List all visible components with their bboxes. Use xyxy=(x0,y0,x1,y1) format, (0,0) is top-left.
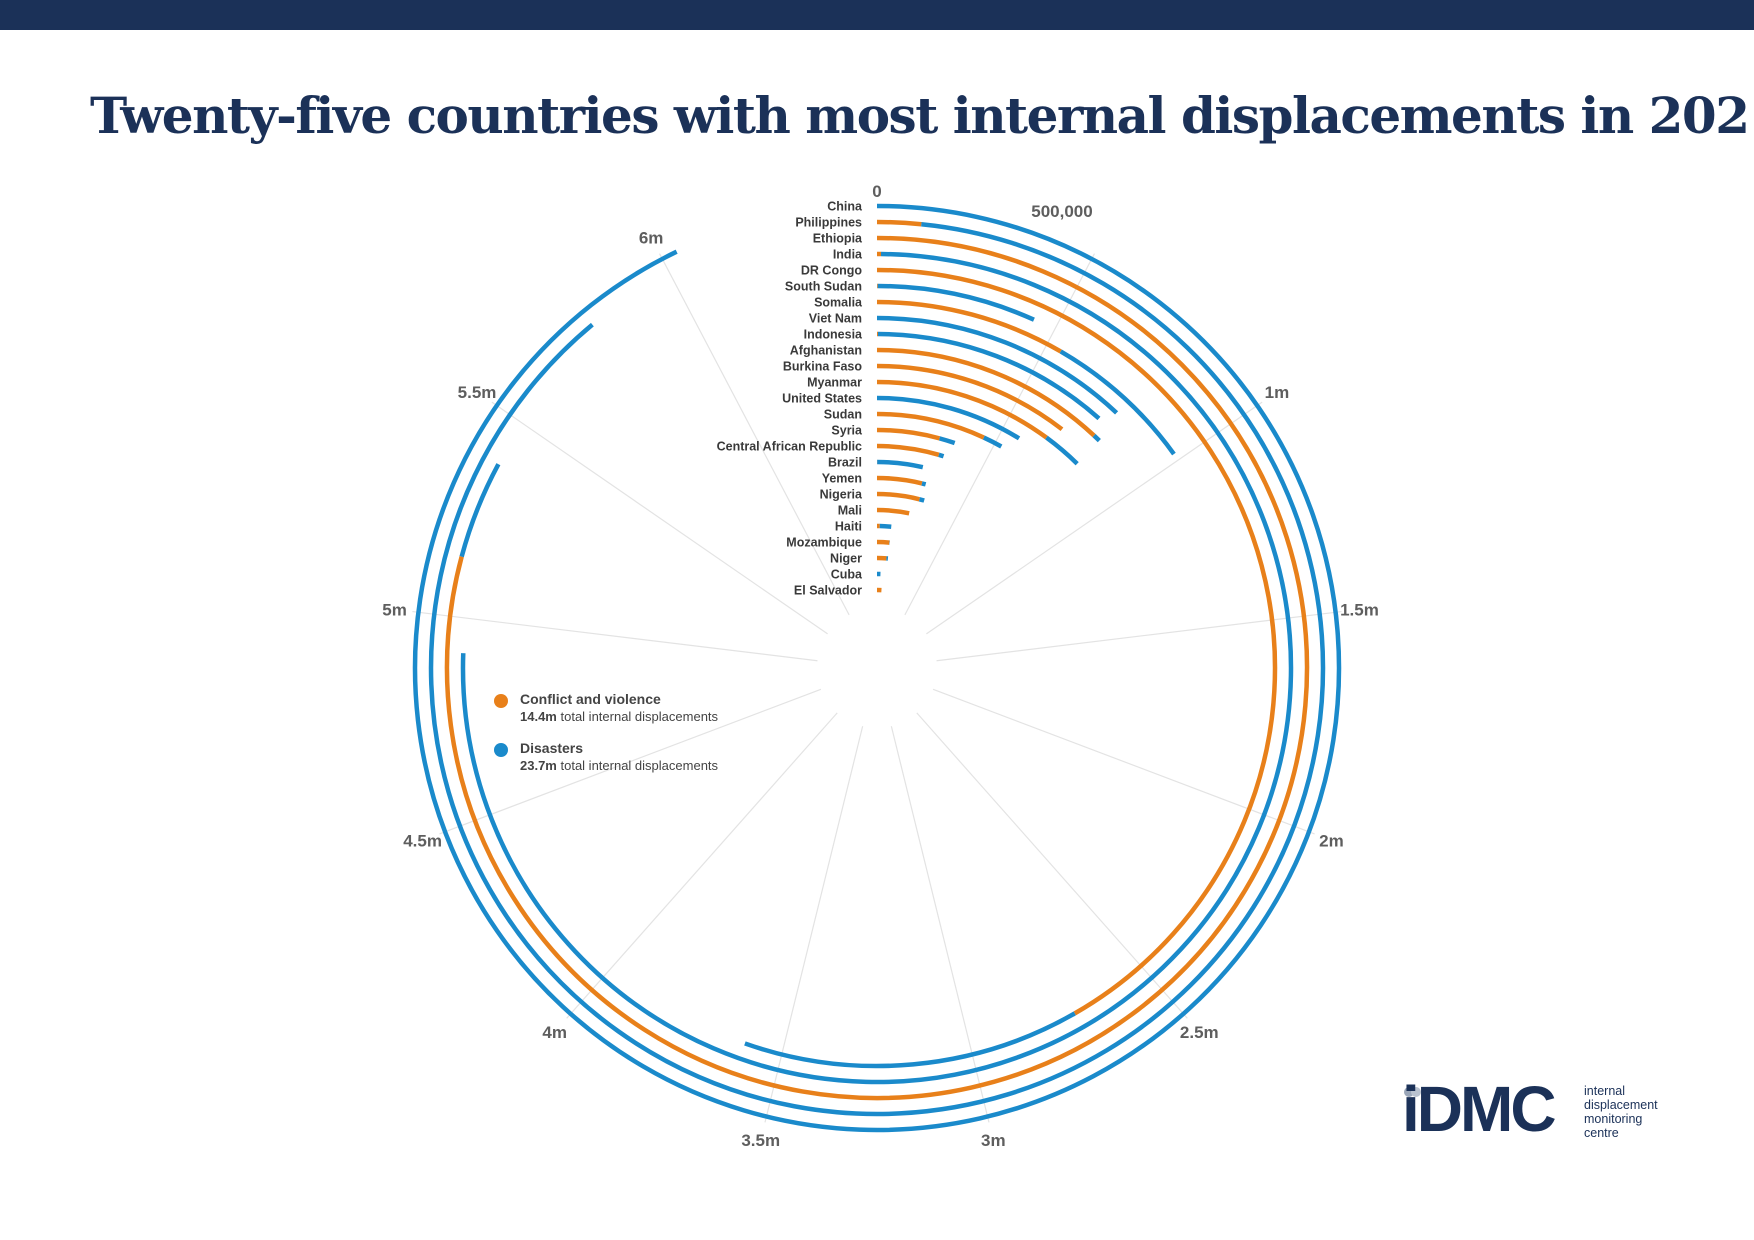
bar-disasters xyxy=(459,463,501,558)
bar-conflict xyxy=(444,235,1310,1101)
country-label: Mali xyxy=(838,504,862,518)
tick-label: 2m xyxy=(1319,831,1344,850)
legend-item-disasters: Disasters 23.7m total internal displacem… xyxy=(494,739,718,774)
grid-line xyxy=(658,253,850,616)
tick-labels: 0 500,000 1m 1.5m 2m 2.5m 3m 3.5m 4m 4.5m 5m 5.5m 6m xyxy=(382,182,1379,1150)
bar-conflict xyxy=(876,475,923,486)
bar-conflict xyxy=(876,379,1048,440)
bar-disasters xyxy=(876,315,1119,415)
grid-line xyxy=(566,712,838,1019)
country-label: Indonesia xyxy=(804,328,863,342)
tick-label: 5.5m xyxy=(458,383,497,402)
bar-disasters xyxy=(876,395,1021,441)
bar-disasters xyxy=(460,251,1294,1085)
country-label: Cuba xyxy=(831,568,863,582)
country-label: Syria xyxy=(831,424,863,438)
country-label: India xyxy=(833,248,863,262)
bar-disasters xyxy=(412,203,1342,1133)
tick-label: 6m xyxy=(639,229,664,248)
logo-mark: iDMC xyxy=(1402,1073,1557,1145)
legend: Conflict and violence 14.4m total intern… xyxy=(494,690,718,788)
bar-conflict xyxy=(876,539,890,545)
bar-conflict xyxy=(876,411,985,440)
bar-disasters xyxy=(879,523,892,529)
country-label: Myanmar xyxy=(807,376,862,390)
country-label: Nigeria xyxy=(820,488,863,502)
bar-conflict xyxy=(876,507,910,516)
tick-label: 500,000 xyxy=(1031,202,1092,221)
country-label: Somalia xyxy=(814,296,863,310)
country-label: Philippines xyxy=(795,216,862,230)
country-label: DR Congo xyxy=(801,264,862,278)
country-label: Niger xyxy=(830,552,862,566)
logo-text: internal displacement monitoring centre xyxy=(1584,1084,1658,1140)
grid-line xyxy=(936,610,1342,662)
grid-line xyxy=(439,688,822,835)
country-label: Sudan xyxy=(824,408,862,422)
country-label: Brazil xyxy=(828,456,862,470)
country-label: Burkina Faso xyxy=(783,360,863,374)
bar-disasters xyxy=(877,331,1101,421)
tick-label: 1.5m xyxy=(1340,600,1379,619)
chart-title: Twenty-five countries with most internal… xyxy=(90,86,1754,145)
top-bar xyxy=(0,0,1754,30)
legend-item-conflict: Conflict and violence 14.4m total intern… xyxy=(494,690,718,725)
legend-dot-conflict xyxy=(494,694,508,708)
tick-label: 5m xyxy=(382,600,407,619)
bar-disasters xyxy=(1092,433,1101,443)
legend-label-disasters: Disasters xyxy=(520,740,584,756)
bar-disasters xyxy=(877,459,924,470)
tick-label: 2.5m xyxy=(1180,1023,1219,1042)
country-label: Yemen xyxy=(822,472,862,486)
bar-disasters xyxy=(744,1011,1076,1069)
legend-dot-disasters xyxy=(494,743,508,757)
bar-conflict xyxy=(876,363,1064,432)
tick-label: 0 xyxy=(872,182,881,201)
bar-conflict xyxy=(876,443,940,457)
bar-disasters xyxy=(938,436,956,446)
country-labels: China Philippines Ethiopia India DR Congo Sou… xyxy=(717,200,863,598)
grid-line xyxy=(491,401,828,635)
country-label: Haiti xyxy=(835,520,862,534)
country-label: South Sudan xyxy=(785,280,862,294)
country-label: Central African Republic xyxy=(717,440,862,454)
bar-disasters xyxy=(982,435,1003,449)
tick-label: 3.5m xyxy=(741,1131,780,1150)
country-label: China xyxy=(827,200,863,214)
tick-label: 4m xyxy=(542,1023,567,1042)
bar-disasters xyxy=(428,221,1326,1117)
legend-total-conflict: 14.4m total internal displacements xyxy=(520,709,719,724)
tick-label: 1m xyxy=(1265,383,1290,402)
country-label: Ethiopia xyxy=(813,232,863,246)
grid-line xyxy=(412,610,818,662)
country-label: United States xyxy=(782,392,862,406)
bar-conflict xyxy=(876,427,941,441)
bar-conflict xyxy=(876,299,1062,354)
legend-total-disasters: 23.7m total internal displacements xyxy=(520,758,719,773)
bar-disasters xyxy=(938,452,945,459)
bar-disasters xyxy=(918,497,925,503)
grid-line xyxy=(932,688,1315,835)
country-label: Viet Nam xyxy=(809,312,862,326)
logo-dots xyxy=(1404,1084,1421,1102)
bar-disasters xyxy=(921,481,927,487)
legend-label-conflict: Conflict and violence xyxy=(520,691,661,707)
bar-disasters xyxy=(877,283,1035,322)
bars xyxy=(412,203,1342,1133)
tick-label: 4.5m xyxy=(403,831,442,850)
country-label: El Salvador xyxy=(794,584,862,598)
bar-conflict xyxy=(876,219,922,227)
bar-disasters xyxy=(1059,349,1176,456)
bar-conflict xyxy=(876,347,1096,438)
bar-conflict xyxy=(876,267,1278,1016)
idmc-logo: iDMC internal displacement monitoring ce… xyxy=(1402,1074,1672,1144)
tick-label: 3m xyxy=(981,1131,1006,1150)
grid-line xyxy=(916,712,1188,1019)
bar-conflict xyxy=(876,491,921,502)
country-label: Mozambique xyxy=(786,536,862,550)
bar-disasters xyxy=(1045,435,1079,466)
country-label: Afghanistan xyxy=(790,344,862,358)
